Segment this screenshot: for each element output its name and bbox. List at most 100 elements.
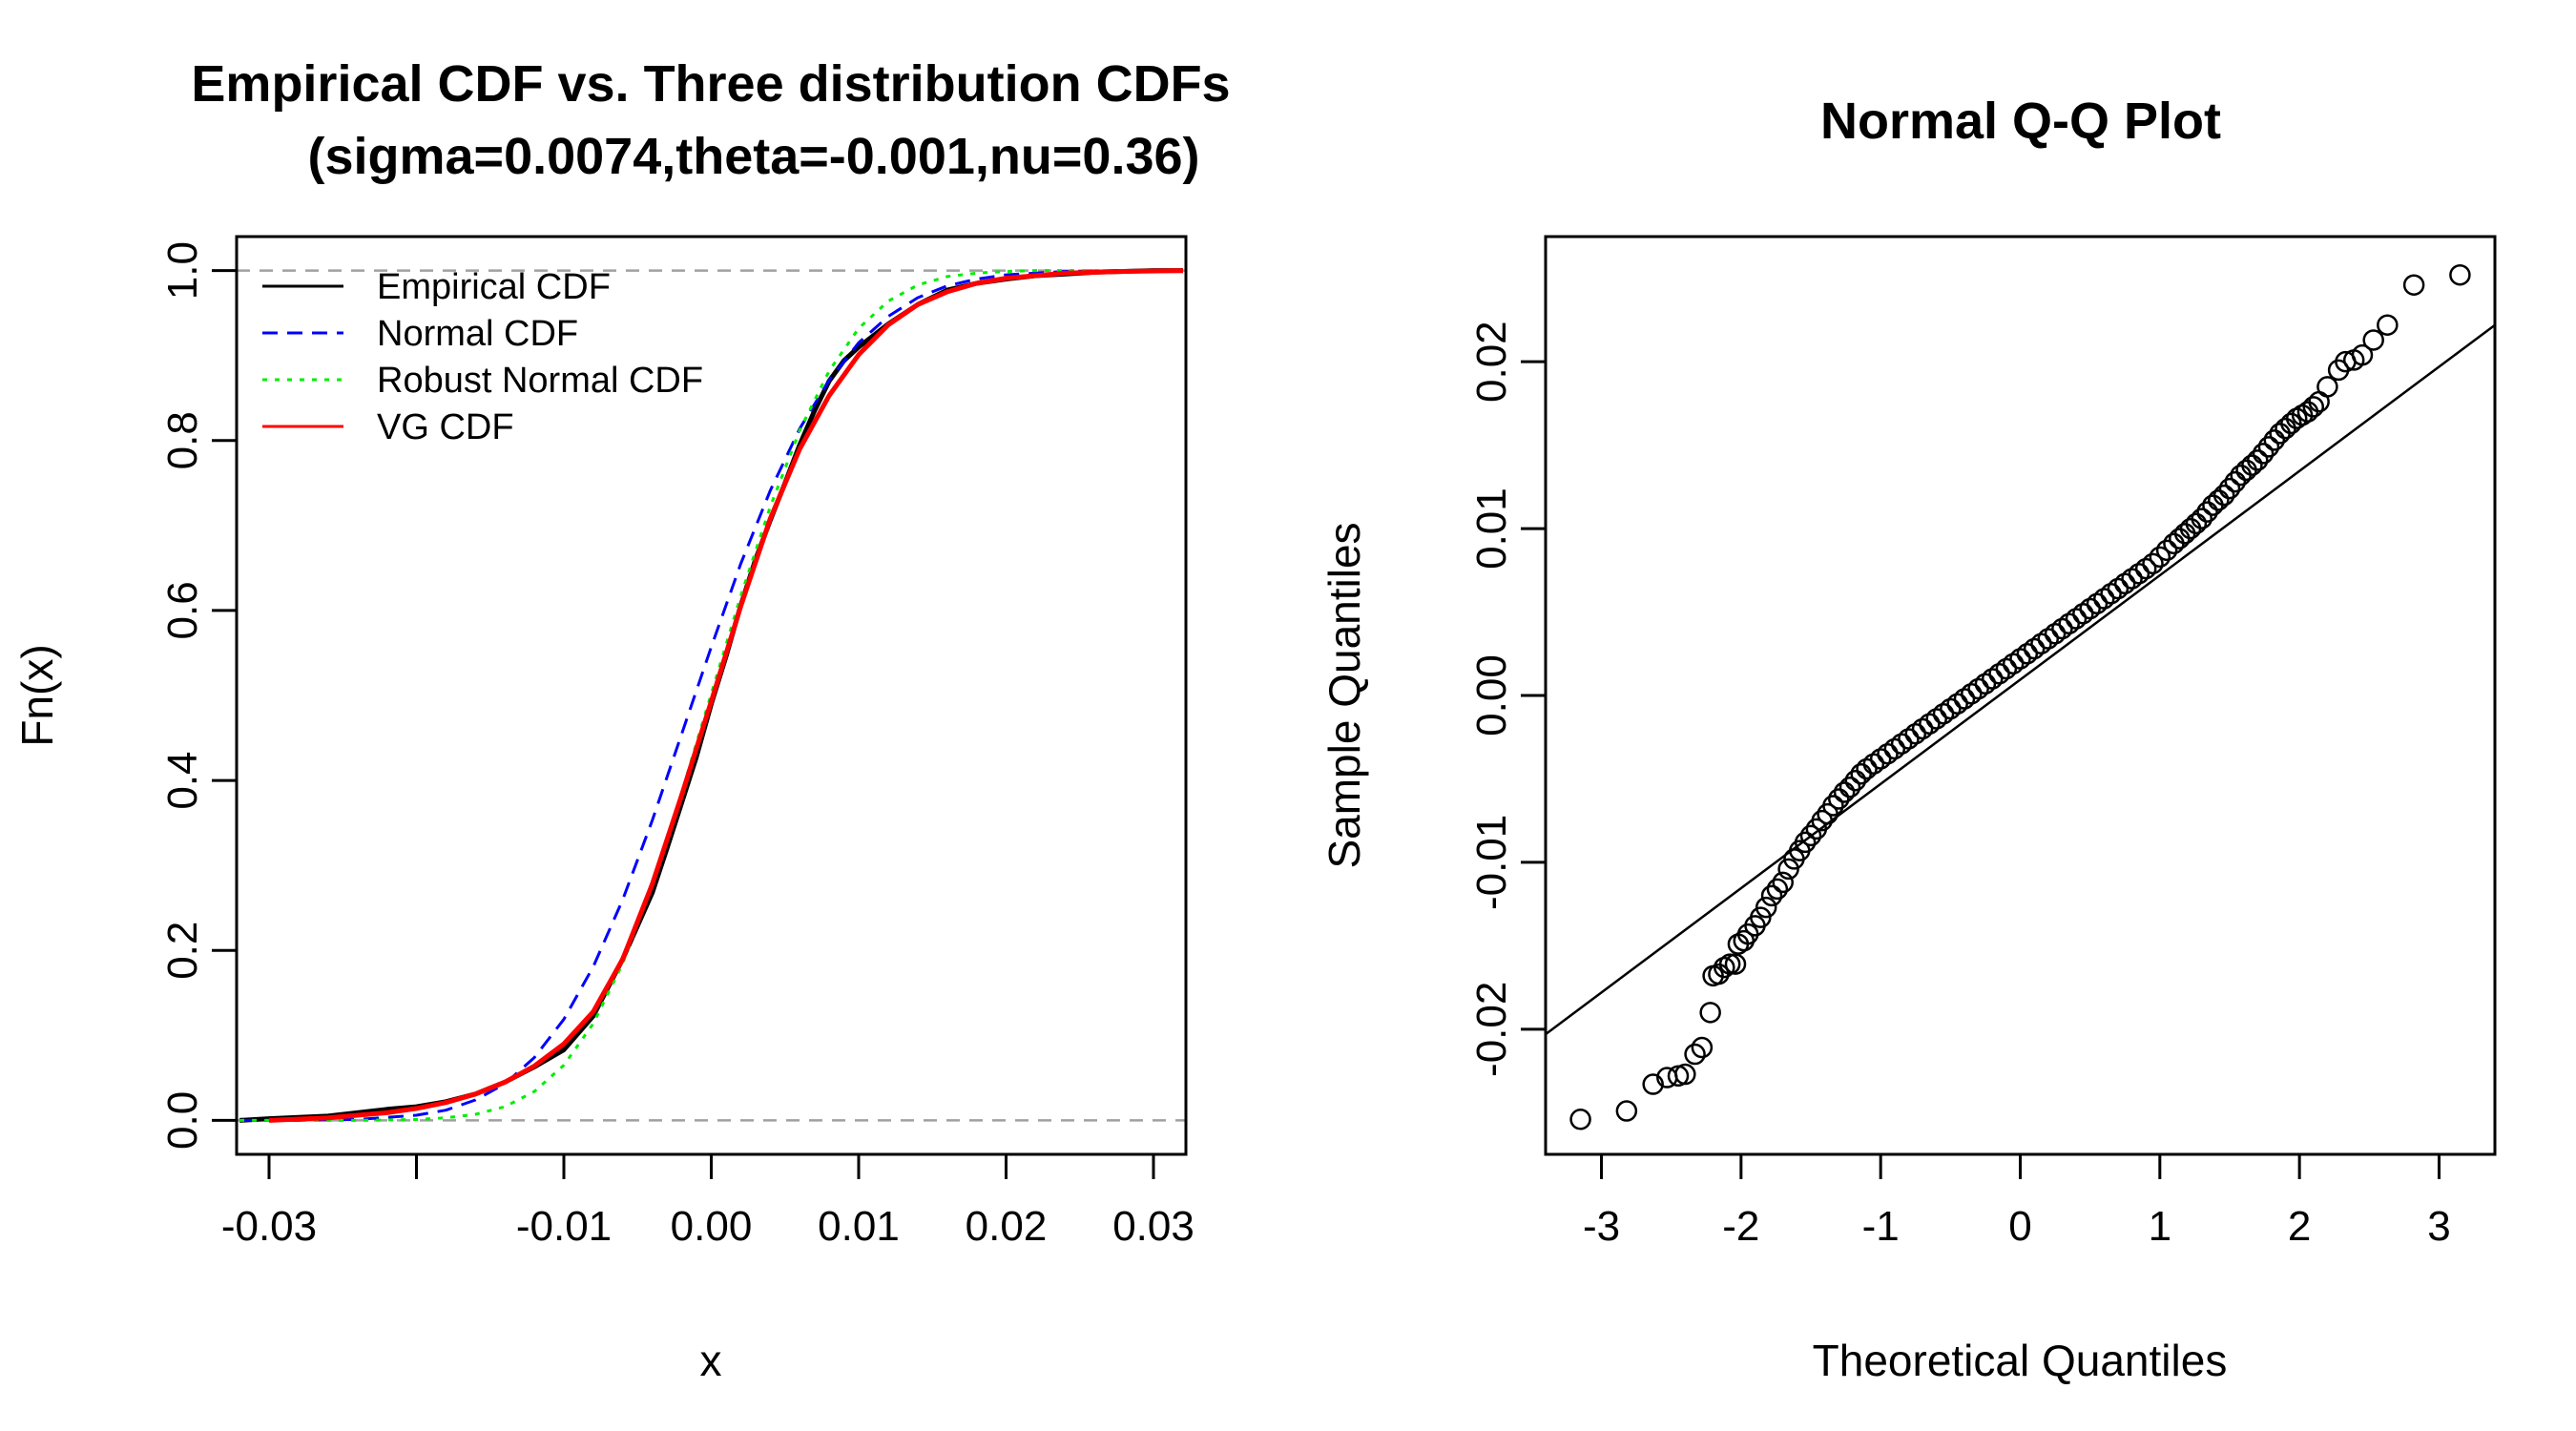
qq-point (2247, 449, 2269, 471)
qq-point (2263, 429, 2286, 451)
y-tick-label: 0.2 (159, 922, 206, 980)
qq-y-axis: -0.02 -0.01 0.00 0.01 0.02 (1468, 321, 1548, 1077)
legend-label: Normal CDF (377, 314, 578, 354)
qq-point (2134, 557, 2157, 580)
qq-point (1883, 737, 1906, 760)
qq-point (2362, 329, 2384, 351)
qq-point (1839, 776, 1861, 798)
qq-point (2107, 577, 2129, 600)
qq-point (1869, 748, 1892, 770)
x-tick-label: 0.03 (1112, 1203, 1195, 1250)
qq-point (1981, 668, 2004, 690)
qq-point (2208, 489, 2230, 511)
ecdf-plot-area (237, 268, 1186, 1123)
qq-point (1569, 1109, 1591, 1130)
y-tick-label: 0.4 (159, 751, 206, 809)
qq-point (2149, 546, 2171, 569)
qq-title: Normal Q-Q Plot (1820, 93, 2221, 150)
qq-point (1911, 717, 1934, 740)
ecdf-legend: Empirical CDF Normal CDF Robust Normal CDF… (262, 267, 703, 447)
y-tick-label: 0.00 (1468, 654, 1515, 736)
ecdf-panel: Empirical CDF vs. Three distribution CDF… (12, 55, 1231, 1385)
y-tick-label: 0.01 (1468, 487, 1515, 570)
qq-point (1898, 728, 1920, 750)
x-tick-label: 0.02 (966, 1203, 1048, 1250)
qq-point (2155, 539, 2178, 562)
series-robust-normal-cdf (239, 269, 1183, 1122)
qq-point (2351, 343, 2374, 366)
qq-point (2402, 274, 2425, 296)
qq-point (1946, 693, 1968, 715)
qq-x-axis-label: Theoretical Quantiles (1813, 1336, 2228, 1385)
qq-point (2016, 643, 2039, 665)
y-tick-label: -0.01 (1468, 815, 1515, 910)
qq-point (1822, 795, 1844, 817)
qq-point (2044, 623, 2067, 645)
qq-point (1674, 1063, 1696, 1086)
qq-point (1718, 953, 1741, 975)
qq-point (1833, 781, 1856, 803)
ecdf-title: Empirical CDF vs. Three distribution CDF… (191, 55, 1230, 113)
qq-point (2179, 517, 2202, 540)
qq-point (1777, 858, 1799, 881)
qq-point (2100, 583, 2122, 605)
ecdf-y-axis: 0.0 0.2 0.4 0.6 0.8 1.0 (159, 241, 239, 1150)
y-tick-label: 0.8 (159, 411, 206, 469)
qq-point (1828, 788, 1850, 810)
qq-y-axis-label: Sample Quantiles (1319, 522, 1369, 868)
qq-point (1642, 1073, 1664, 1095)
qq-point (1750, 906, 1772, 928)
ecdf-x-axis-label: x (700, 1336, 722, 1385)
qq-point (1714, 956, 1735, 979)
qq-point (2169, 528, 2191, 550)
x-tick-label: -0.03 (221, 1203, 317, 1250)
qq-point (1760, 884, 1783, 907)
qq-point (2296, 401, 2319, 423)
qq-point (2275, 417, 2296, 440)
qq-plot-frame (1544, 235, 2497, 1156)
qq-point (1699, 1002, 1721, 1024)
qq-point (2302, 396, 2325, 418)
qq-point (1799, 824, 1822, 847)
qq-point (2191, 508, 2212, 529)
qq-point (1856, 757, 1878, 780)
qq-point (2030, 633, 2052, 655)
qq-point (1967, 677, 1989, 700)
qq-point (2051, 617, 2073, 640)
series-normal-cdf (239, 269, 1183, 1122)
x-tick-label: 3 (2427, 1203, 2450, 1250)
qq-point (1961, 683, 1983, 705)
qq-point (2058, 612, 2080, 635)
qq-point (1724, 953, 1747, 975)
y-tick-label: 0.0 (159, 1091, 206, 1150)
qq-point (2086, 592, 2109, 615)
qq-point (2224, 470, 2247, 493)
ecdf-x-axis: -0.03 -0.01 0.00 0.01 0.02 0.03 (221, 1152, 1195, 1250)
qq-point (1890, 733, 1913, 755)
qq-point (2241, 454, 2263, 476)
qq-point (2185, 512, 2208, 535)
qq-point (1772, 871, 1794, 894)
qq-point (2196, 501, 2218, 523)
y-tick-label: 0.6 (159, 581, 206, 639)
qq-point (1940, 697, 1962, 720)
qq-point (1862, 753, 1885, 775)
qq-point (2113, 572, 2136, 595)
x-tick-label: 2 (2288, 1203, 2311, 1250)
qq-point (2257, 436, 2280, 458)
qq-point (2079, 597, 2101, 620)
qq-point (1995, 657, 2018, 680)
qq-x-axis: -3 -2 -1 0 1 2 3 (1583, 1152, 2451, 1250)
x-tick-label: 0.00 (671, 1203, 753, 1250)
qq-point (2009, 648, 2031, 670)
qq-point (2173, 523, 2196, 545)
qq-point (1904, 722, 1927, 745)
y-tick-label: -0.02 (1468, 982, 1515, 1077)
qq-point (2377, 314, 2399, 336)
qq-point (2065, 608, 2088, 630)
y-tick-label: 0.02 (1468, 321, 1515, 403)
qq-point (2252, 443, 2275, 465)
legend-label: Robust Normal CDF (377, 361, 703, 401)
qq-point (1988, 663, 2010, 685)
